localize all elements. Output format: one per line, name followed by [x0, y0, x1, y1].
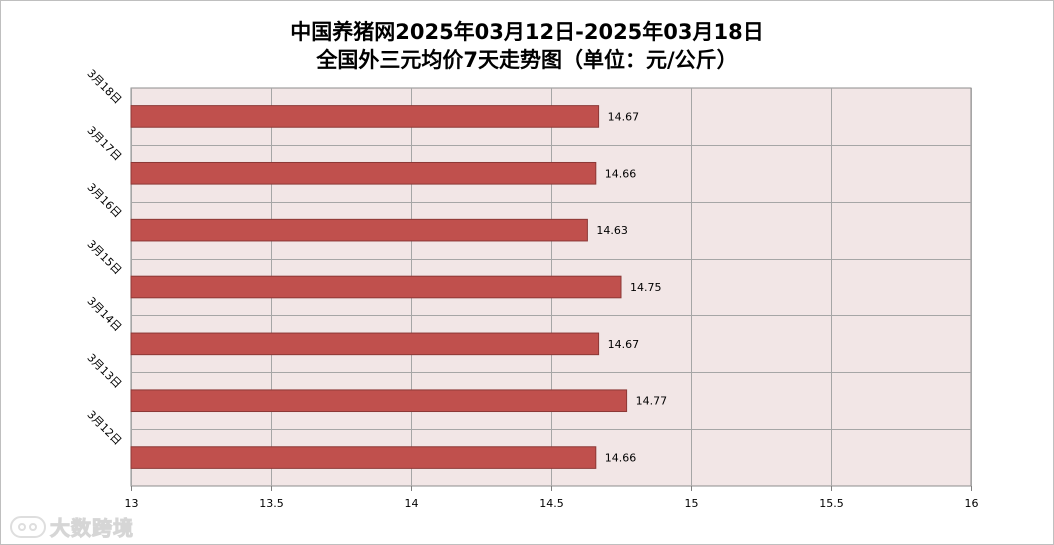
watermark: 大数跨境	[10, 512, 134, 541]
watermark-logo-icon	[10, 515, 46, 538]
bar-value-label: 14.75	[630, 281, 662, 294]
bar-value-label: 14.66	[605, 452, 637, 465]
x-tick-label: 13.5	[259, 497, 284, 510]
y-category-label: 3月17日	[84, 124, 124, 164]
y-category-label: 3月18日	[84, 67, 124, 107]
bar-value-label: 14.63	[596, 224, 628, 237]
bar-value-label: 14.66	[605, 167, 637, 180]
bar-value-label: 14.67	[608, 110, 640, 123]
bar-value-label: 14.77	[636, 395, 668, 408]
y-category-label: 3月14日	[84, 294, 124, 334]
bar-value-label: 14.67	[608, 338, 640, 351]
x-tick-label: 14.5	[539, 497, 564, 510]
chart-title: 中国养猪网2025年03月12日-2025年03月18日 全国外三元均价7天走势…	[0, 18, 1054, 74]
x-tick-label: 15	[685, 497, 699, 510]
x-tick-label: 13	[125, 497, 139, 510]
x-tick-label: 14	[405, 497, 419, 510]
bar	[130, 218, 588, 242]
x-tick-label: 15.5	[819, 497, 844, 510]
y-category-label: 3月15日	[84, 238, 124, 278]
chart-title-line1: 中国养猪网2025年03月12日-2025年03月18日	[290, 20, 764, 44]
bar	[130, 332, 600, 356]
bar	[130, 446, 597, 469]
x-tick-label: 16	[965, 497, 979, 510]
y-category-label: 3月12日	[84, 408, 124, 448]
bar	[130, 161, 597, 185]
chart-title-line2: 全国外三元均价7天走势图（单位：元/公斤）	[316, 48, 738, 72]
bar	[130, 105, 600, 128]
bar	[130, 389, 628, 413]
watermark-text: 大数跨境	[50, 516, 134, 541]
y-category-label: 3月16日	[84, 181, 124, 221]
y-category-label: 3月13日	[84, 351, 124, 391]
bar	[130, 275, 622, 299]
